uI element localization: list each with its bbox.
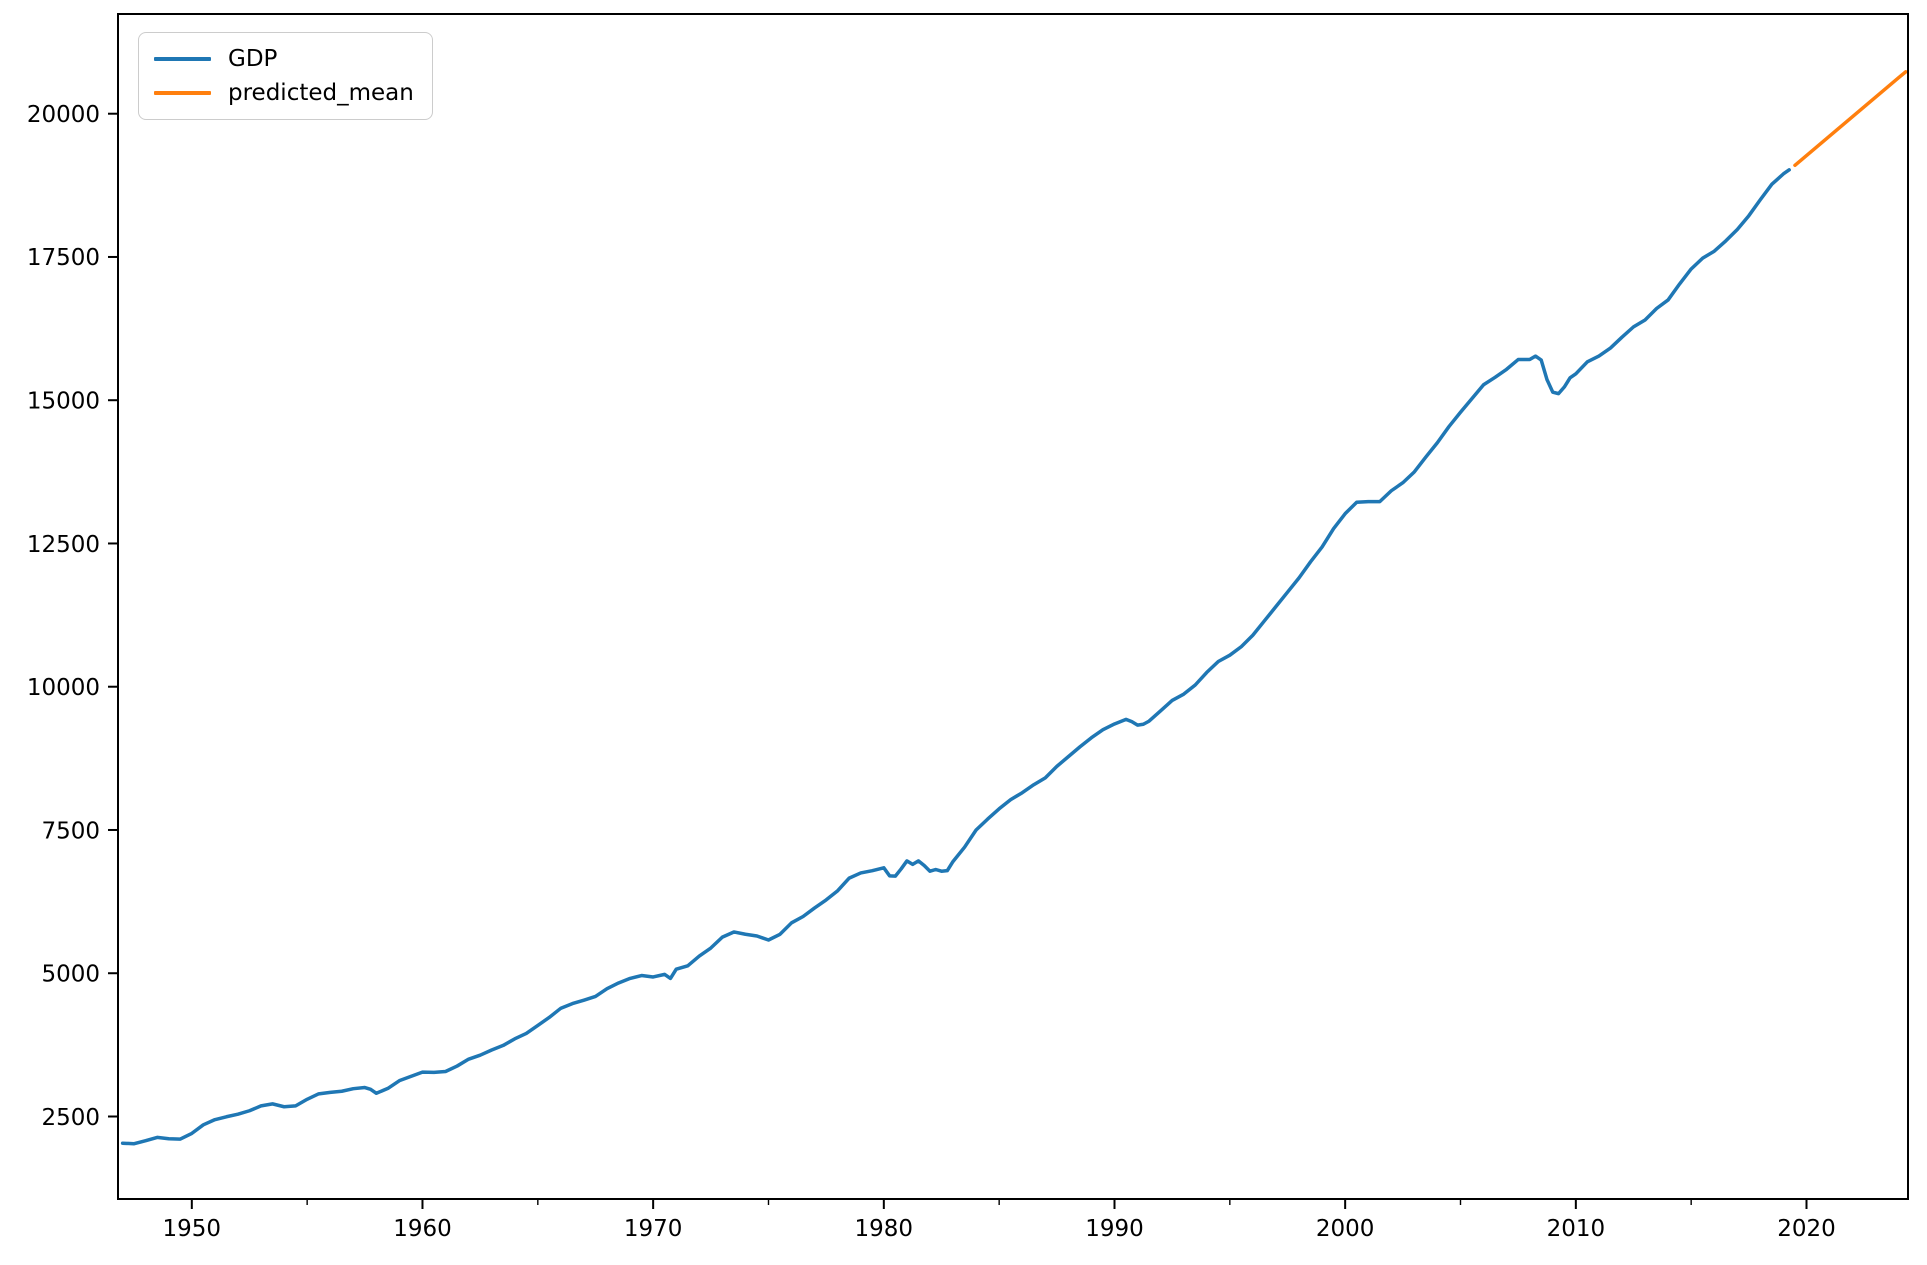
y-tick-label: 12500 bbox=[27, 532, 100, 558]
legend-item-predicted-mean: predicted_mean bbox=[154, 76, 414, 110]
x-tick-label: 1960 bbox=[393, 1216, 452, 1242]
x-tick-label: 1950 bbox=[163, 1216, 222, 1242]
y-tick-label: 2500 bbox=[41, 1105, 100, 1131]
y-tick-label: 10000 bbox=[27, 675, 100, 701]
y-tick-label: 20000 bbox=[27, 102, 100, 128]
y-tick-label: 5000 bbox=[41, 962, 100, 988]
x-tick-label: 2010 bbox=[1547, 1216, 1606, 1242]
legend-item-gdp: GDP bbox=[154, 42, 414, 76]
x-tick-label: 1980 bbox=[855, 1216, 914, 1242]
x-tick-label: 2020 bbox=[1777, 1216, 1836, 1242]
gdp-line-swatch bbox=[154, 57, 211, 61]
gdp-line bbox=[120, 168, 1791, 1146]
predicted-mean-line-swatch bbox=[154, 91, 211, 95]
y-tick-label: 15000 bbox=[27, 388, 100, 414]
y-tick-label: 17500 bbox=[27, 245, 100, 271]
x-tick-label: 1970 bbox=[624, 1216, 683, 1242]
plot-area-spines bbox=[117, 13, 1909, 1200]
legend: GDP predicted_mean bbox=[138, 32, 433, 120]
y-tick-label: 7500 bbox=[41, 818, 100, 844]
predicted-mean-line bbox=[1793, 70, 1908, 168]
x-tick-label: 1990 bbox=[1085, 1216, 1144, 1242]
legend-label-gdp: GDP bbox=[228, 45, 278, 72]
x-tick-label: 2000 bbox=[1316, 1216, 1375, 1242]
legend-label-predicted-mean: predicted_mean bbox=[228, 79, 414, 106]
